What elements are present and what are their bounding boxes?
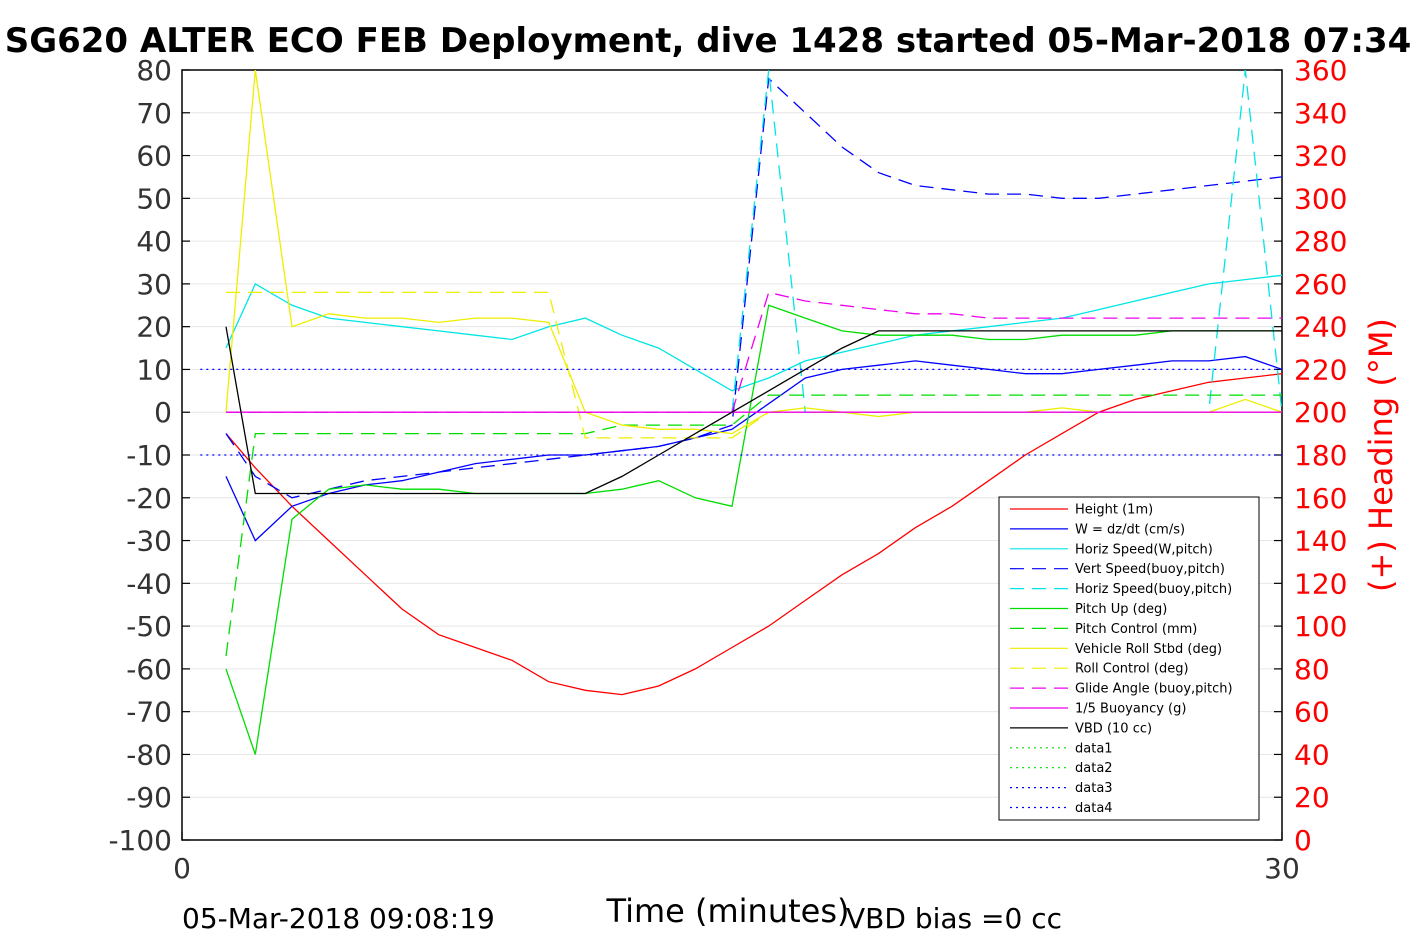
- legend-label: Glide Angle (buoy,pitch): [1075, 682, 1233, 697]
- right-axis: 3603403203002802602402202001801601401201…: [1274, 54, 1347, 857]
- right-tick-label: 200: [1294, 396, 1347, 429]
- legend-label: Pitch Control (mm): [1075, 622, 1197, 637]
- series-glide-angle-buoy-pitch: [226, 291, 1282, 413]
- chart-title: SG620 ALTER ECO FEB Deployment, dive 142…: [5, 21, 1412, 61]
- left-tick-label: 60: [136, 140, 172, 173]
- right-tick-label: 40: [1294, 738, 1330, 771]
- series-height-1m: [225, 373, 1282, 696]
- right-tick-label: 160: [1294, 482, 1347, 515]
- right-tick-label: 320: [1294, 140, 1347, 173]
- legend-label: data1: [1075, 741, 1113, 756]
- left-tick-label: 40: [136, 225, 172, 258]
- vbd-bias: VBD bias =0 cc: [846, 902, 1062, 935]
- right-axis-label: (+) Heading (°M): [1362, 318, 1400, 592]
- left-tick-label: -60: [126, 653, 172, 686]
- left-tick-label: -70: [126, 696, 172, 729]
- legend-label: data3: [1075, 781, 1113, 796]
- x-tick-label: 0: [173, 852, 191, 885]
- timestamp: 05-Mar-2018 09:08:19: [182, 902, 495, 935]
- legend-label: 1/5 Buoyancy (g): [1075, 702, 1186, 717]
- right-tick-label: 280: [1294, 225, 1347, 258]
- left-tick-label: 30: [136, 268, 172, 301]
- series-roll-control-deg: [226, 291, 1282, 439]
- right-tick-label: 300: [1294, 182, 1347, 215]
- series-pitch-control-mm: [225, 394, 1282, 657]
- left-tick-label: -40: [126, 567, 172, 600]
- right-tick-label: 100: [1294, 610, 1347, 643]
- legend-label: Roll Control (deg): [1075, 662, 1189, 677]
- right-tick-label: 120: [1294, 567, 1347, 600]
- left-tick-label: 70: [136, 97, 172, 130]
- left-tick-label: -90: [126, 781, 172, 814]
- left-tick-label: -20: [126, 482, 172, 515]
- series-horiz-speed-w-pitch: [225, 274, 1282, 392]
- left-tick-label: 0: [154, 396, 172, 429]
- right-tick-label: 80: [1294, 653, 1330, 686]
- right-tick-label: 20: [1294, 781, 1330, 814]
- left-tick-label: 80: [136, 54, 172, 87]
- legend-label: Horiz Speed(buoy,pitch): [1075, 582, 1232, 597]
- left-tick-label: 10: [136, 353, 172, 386]
- legend-label: Horiz Speed(W,pitch): [1075, 542, 1213, 557]
- legend: Height (1m) W = dz/dt (cm/s) Horiz Speed(W…: [998, 496, 1260, 821]
- legend-label: data2: [1075, 761, 1113, 776]
- left-tick-label: 50: [136, 182, 172, 215]
- x-tick-label: 30: [1264, 852, 1300, 885]
- legend-label: Vert Speed(buoy,pitch): [1075, 562, 1225, 577]
- left-tick-label: -100: [108, 824, 172, 857]
- left-tick-label: -50: [126, 610, 172, 643]
- right-tick-label: 220: [1294, 353, 1347, 386]
- left-axis: 80 70 60 50 40 30 20 10 0 -10 -20 -30 -40 -50 -60 -70 -8…: [108, 54, 190, 857]
- series-w-dz-dt-cm-s: [225, 355, 1282, 542]
- series-vert-speed-buoy-pitch: [225, 77, 1282, 499]
- right-tick-label: 0: [1294, 824, 1312, 857]
- legend-label: data4: [1075, 801, 1113, 816]
- left-tick-label: 20: [136, 311, 172, 344]
- series-vehicle-roll-stbd-deg: [225, 70, 1282, 435]
- legend-box: [998, 496, 1260, 821]
- right-tick-label: 140: [1294, 525, 1347, 558]
- series-vbd-10-cc: [225, 326, 1282, 495]
- legend-label: W = dz/dt (cm/s): [1075, 522, 1185, 537]
- right-tick-label: 180: [1294, 439, 1347, 472]
- right-tick-label: 60: [1294, 696, 1330, 729]
- right-tick-label: 360: [1294, 54, 1347, 87]
- right-tick-label: 240: [1294, 311, 1347, 344]
- legend-label: Height (1m): [1075, 503, 1153, 518]
- x-axis-label: Time (minutes): [606, 892, 850, 930]
- right-tick-label: 260: [1294, 268, 1347, 301]
- left-tick-label: -80: [126, 738, 172, 771]
- left-tick-label: -10: [126, 439, 172, 472]
- x-axis: 0 30: [173, 832, 1300, 885]
- legend-label: VBD (10 cc): [1075, 721, 1152, 736]
- legend-label: Pitch Up (deg): [1075, 602, 1167, 617]
- legend-label: Vehicle Roll Stbd (deg): [1075, 642, 1222, 657]
- series-pitch-up-deg: [225, 304, 1282, 755]
- series-layer: [200, 70, 1282, 755]
- left-tick-label: -30: [126, 525, 172, 558]
- right-tick-label: 340: [1294, 97, 1347, 130]
